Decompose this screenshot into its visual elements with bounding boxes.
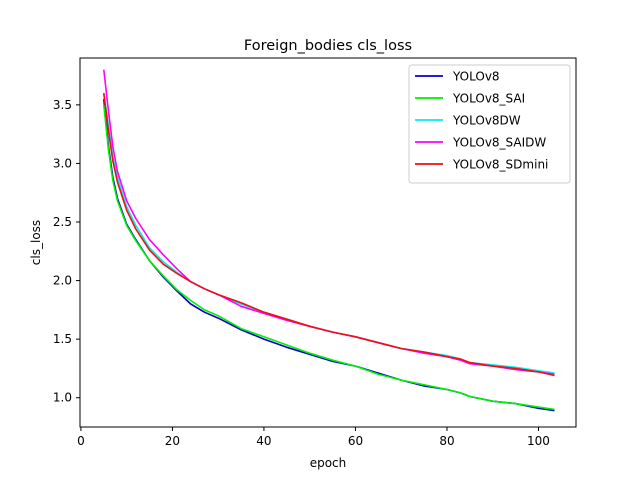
y-tick-label: 1.5 [53, 332, 72, 346]
chart-title: Foreign_bodies cls_loss [244, 38, 412, 54]
series-line-yolov8-saidw [103, 69, 555, 376]
x-tick-label: 40 [256, 434, 271, 448]
legend-label-yolov8: YOLOv8 [452, 70, 500, 84]
legend-label-yolov8dw: YOLOv8DW [452, 114, 521, 128]
plot-area [103, 69, 555, 412]
x-tick-label: 20 [165, 434, 180, 448]
series-line-yolov8-sai [103, 104, 555, 411]
x-axis-label: epoch [310, 456, 347, 470]
axes-frame [79, 57, 577, 428]
y-tick-label: 2.5 [53, 215, 72, 229]
series-line-yolov8-sdmini [103, 93, 555, 377]
x-tick-label: 0 [77, 434, 85, 448]
legend-label-yolov8-sdmini: YOLOv8_SDmini [452, 158, 548, 172]
x-tick-label: 100 [527, 434, 550, 448]
y-tick-label: 3.0 [53, 156, 72, 170]
y-axis-ticks: 1.0 1.5 2.0 2.5 3.0 3.5 [53, 98, 80, 405]
y-tick-label: 3.5 [53, 98, 72, 112]
legend-box [408, 64, 571, 184]
y-axis-label: cls_loss [29, 220, 43, 265]
legend: YOLOv8 YOLOv8_SAI YOLOv8DW YOLOv8_SAIDW YOLO… [408, 64, 571, 184]
y-tick-label: 2.0 [53, 274, 72, 288]
x-tick-label: 60 [348, 434, 363, 448]
x-tick-label: 80 [439, 434, 454, 448]
x-axis-ticks: 0 20 40 60 80 100 [77, 427, 550, 448]
legend-label-yolov8-sai: YOLOv8_SAI [452, 92, 525, 106]
y-tick-label: 1.0 [53, 391, 72, 405]
legend-label-yolov8-saidw: YOLOv8_SAIDW [452, 136, 546, 150]
